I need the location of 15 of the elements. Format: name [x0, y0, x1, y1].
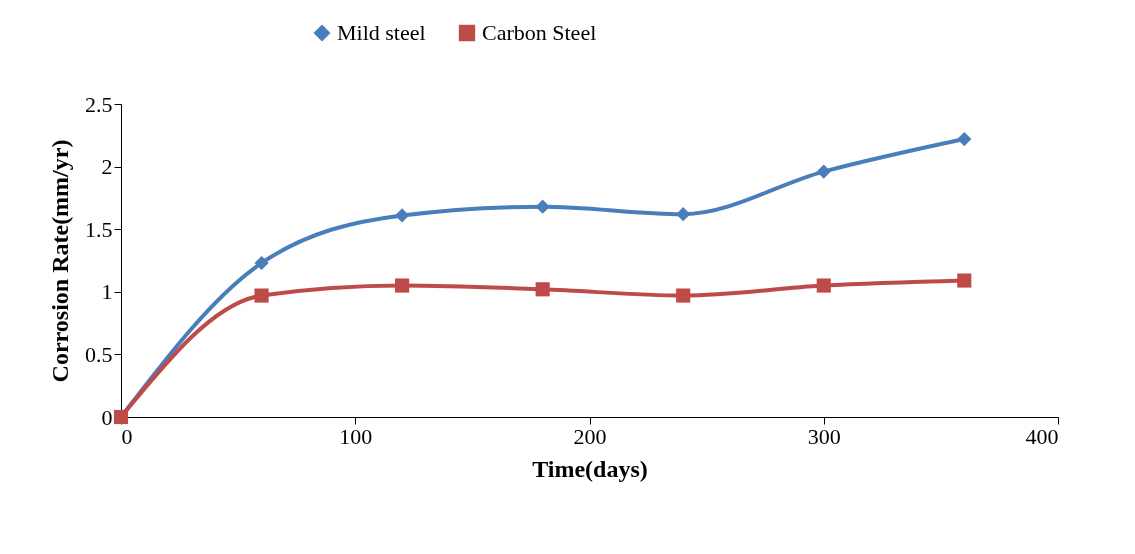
x-tick-label: 0: [121, 423, 133, 449]
y-tick-label: 2: [101, 154, 113, 180]
x-axis-title: Time(days): [532, 455, 648, 482]
x-tick-label: 400: [1025, 423, 1059, 449]
y-tick-label: 2.5: [85, 91, 113, 117]
legend-label: Carbon Steel: [482, 20, 597, 45]
y-tick-label: 0.5: [85, 341, 113, 367]
y-tick-label: 1.5: [85, 216, 113, 242]
x-tick-label: 100: [339, 423, 373, 449]
y-tick-label: 0: [101, 404, 113, 430]
y-tick-label: 1: [101, 279, 113, 305]
x-tick-label: 200: [573, 423, 607, 449]
x-tick-label: 300: [807, 423, 841, 449]
y-axis-title: Corrosion Rate(mm/yr): [47, 139, 73, 383]
legend-label: Mild steel: [337, 20, 426, 45]
